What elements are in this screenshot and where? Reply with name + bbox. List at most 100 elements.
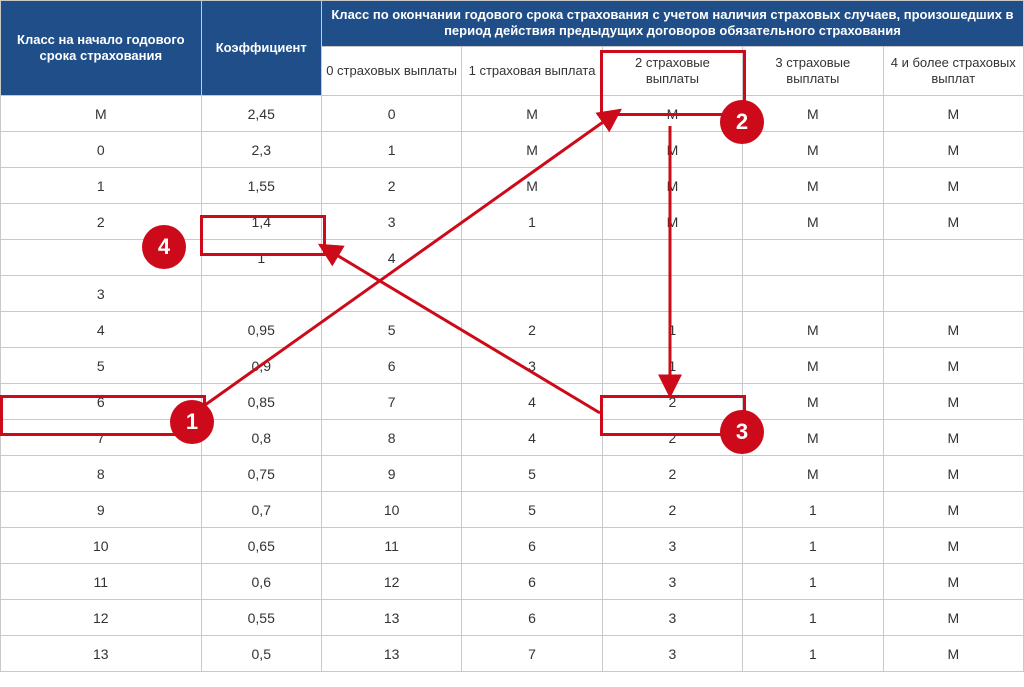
table-cell (462, 276, 602, 312)
table-cell: М (743, 456, 883, 492)
table-row: 02,31ММММ (1, 132, 1024, 168)
table-cell: М (883, 420, 1023, 456)
table-cell (883, 276, 1023, 312)
table-cell: 0,5 (201, 636, 321, 672)
table-cell: М (743, 132, 883, 168)
table-cell: М (1, 96, 202, 132)
table-cell: 6 (462, 528, 602, 564)
table-cell: М (883, 492, 1023, 528)
table-head: Класс на начало годового срока страхован… (1, 1, 1024, 96)
table-cell: 0,95 (201, 312, 321, 348)
table-cell: 8 (1, 456, 202, 492)
table-cell: 1 (743, 528, 883, 564)
table-cell: М (743, 204, 883, 240)
table-cell: 3 (602, 528, 742, 564)
th-sub-3: 3 страховые выплаты (743, 46, 883, 96)
table-cell: М (883, 132, 1023, 168)
table-cell (883, 240, 1023, 276)
table-cell: М (883, 564, 1023, 600)
th-sub-1: 1 страховая выплата (462, 46, 602, 96)
table-row: М2,450ММММ (1, 96, 1024, 132)
table-row: 90,710521М (1, 492, 1024, 528)
table-row: 110,612631М (1, 564, 1024, 600)
table-cell: 4 (321, 240, 461, 276)
table-cell: М (883, 348, 1023, 384)
table-cell: М (602, 132, 742, 168)
highlight-box (200, 215, 326, 256)
table-cell: М (743, 96, 883, 132)
table-cell (743, 240, 883, 276)
table-cell: 13 (321, 600, 461, 636)
table-cell: 6 (462, 564, 602, 600)
table-cell (201, 276, 321, 312)
table-cell: 2 (462, 312, 602, 348)
table-cell: 0 (1, 132, 202, 168)
table-cell: 7 (462, 636, 602, 672)
table-cell: 4 (462, 420, 602, 456)
table-cell: 13 (321, 636, 461, 672)
table-cell: 3 (462, 348, 602, 384)
table-cell: 1 (743, 600, 883, 636)
table-cell: 5 (1, 348, 202, 384)
table-cell: 1 (743, 564, 883, 600)
table-cell: 0,8 (201, 420, 321, 456)
table-cell: М (462, 168, 602, 204)
th-sub-4: 4 и более страховых выплат (883, 46, 1023, 96)
table-cell: 6 (462, 600, 602, 636)
table-cell: М (883, 600, 1023, 636)
table-cell: 5 (462, 456, 602, 492)
th-start-class: Класс на начало годового срока страхован… (1, 1, 202, 96)
table-cell: 3 (602, 600, 742, 636)
table-cell: М (462, 96, 602, 132)
table-cell: 0,55 (201, 600, 321, 636)
table-cell: 1 (602, 348, 742, 384)
table-row: 120,5513631М (1, 600, 1024, 636)
table-cell: 3 (1, 276, 202, 312)
table-cell: М (883, 384, 1023, 420)
table-cell: 0,6 (201, 564, 321, 600)
table-cell: 7 (321, 384, 461, 420)
table-cell: М (743, 348, 883, 384)
table-cell: 13 (1, 636, 202, 672)
table-cell: 5 (321, 312, 461, 348)
table-row: 3 (1, 276, 1024, 312)
table-cell: М (883, 456, 1023, 492)
table-cell: 5 (462, 492, 602, 528)
table-cell: 1 (1, 168, 202, 204)
table-cell: М (883, 636, 1023, 672)
table-cell: М (743, 168, 883, 204)
table-cell (743, 276, 883, 312)
table-cell: 0,85 (201, 384, 321, 420)
table-cell: М (602, 168, 742, 204)
table-cell: 1,55 (201, 168, 321, 204)
table-cell: М (883, 528, 1023, 564)
table-cell: 1 (743, 636, 883, 672)
table-cell: 12 (321, 564, 461, 600)
table-cell: 4 (462, 384, 602, 420)
table-cell: 3 (321, 204, 461, 240)
table-cell: 0 (321, 96, 461, 132)
table-cell: 1 (321, 132, 461, 168)
table-cell: 2 (602, 492, 742, 528)
table-cell (602, 276, 742, 312)
table-cell: 0,65 (201, 528, 321, 564)
table-cell (462, 240, 602, 276)
table-cell: М (462, 132, 602, 168)
table-cell: М (883, 96, 1023, 132)
table-row: 50,9631ММ (1, 348, 1024, 384)
table-cell: 0,9 (201, 348, 321, 384)
table-cell: 10 (321, 492, 461, 528)
table-cell: 6 (321, 348, 461, 384)
th-mega: Класс по окончании годового срока страхо… (321, 1, 1023, 47)
table-cell: М (883, 204, 1023, 240)
table-cell: 2,45 (201, 96, 321, 132)
step-badge: 4 (142, 225, 186, 269)
table-cell: 11 (1, 564, 202, 600)
step-badge: 1 (170, 400, 214, 444)
table-cell: М (743, 384, 883, 420)
table-row: 11,552ММММ (1, 168, 1024, 204)
table-cell: 11 (321, 528, 461, 564)
table-cell: 2,3 (201, 132, 321, 168)
table-cell: 1 (602, 312, 742, 348)
bonus-malus-table-figure: Класс на начало годового срока страхован… (0, 0, 1024, 687)
